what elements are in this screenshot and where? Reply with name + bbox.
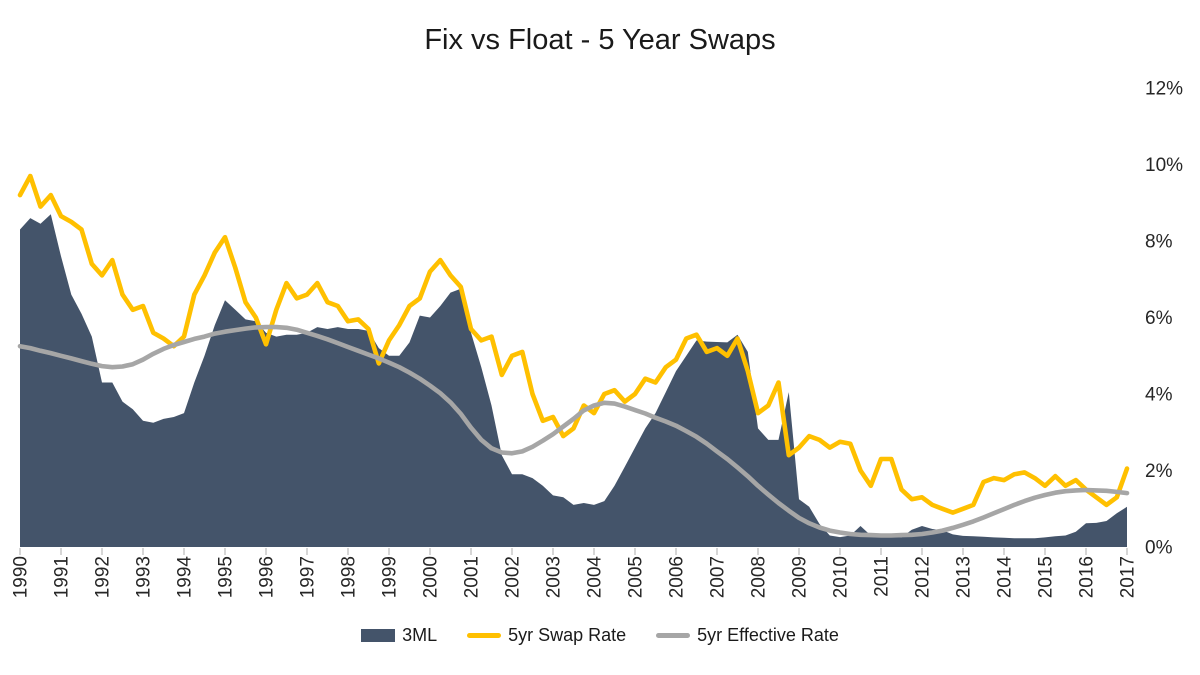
chart-title: Fix vs Float - 5 Year Swaps [424,24,776,56]
x-axis-labels: 1990 1991 1992 1993 1994 1995 1996 1997 1998 1999… [11,556,1139,599]
svg-text:2013: 2013 [954,556,975,598]
chart-legend: 3ML 5yr Swap Rate 5yr Effective Rate [0,625,1200,646]
line-series-5yr-effective-rate [17,324,1130,538]
svg-text:2012: 2012 [913,556,934,598]
svg-text:2015: 2015 [1036,556,1057,598]
svg-text:1994: 1994 [175,556,196,599]
area-series-3ml [20,214,1127,547]
svg-text:2010: 2010 [831,556,852,598]
svg-text:1991: 1991 [52,556,73,598]
svg-text:2000: 2000 [421,556,442,598]
svg-text:1997: 1997 [298,556,319,598]
svg-text:2002: 2002 [503,556,524,598]
svg-text:6%: 6% [1145,308,1173,329]
svg-text:1990: 1990 [11,556,32,598]
svg-text:2006: 2006 [667,556,688,598]
svg-text:1998: 1998 [339,556,360,598]
svg-text:2009: 2009 [790,556,811,598]
svg-text:2007: 2007 [708,556,729,598]
svg-text:2017: 2017 [1118,556,1139,598]
legend-label-3ml: 3ML [402,625,438,645]
svg-text:1995: 1995 [216,556,237,598]
svg-text:2004: 2004 [585,556,606,599]
legend-swatch-5yr-swap-rate [467,633,502,638]
legend-item-3ml: 3ML [361,625,437,646]
svg-text:10%: 10% [1145,155,1183,176]
svg-text:2%: 2% [1145,461,1173,482]
svg-text:8%: 8% [1145,232,1173,253]
y-axis-labels: 0% 2% 4% 6% 8% 10% 12% [1145,79,1183,559]
legend-swatch-3ml [361,629,396,642]
svg-text:2003: 2003 [544,556,565,598]
svg-text:2011: 2011 [872,556,893,597]
svg-text:0%: 0% [1145,538,1173,559]
svg-text:4%: 4% [1145,385,1173,406]
legend-label-5yr-effective-rate: 5yr Effective Rate [697,625,839,645]
legend-label-5yr-swap-rate: 5yr Swap Rate [508,625,627,645]
svg-text:1999: 1999 [380,556,401,598]
x-axis-ticks [19,548,1128,555]
svg-text:2014: 2014 [995,556,1016,599]
svg-text:1993: 1993 [134,556,155,598]
svg-text:2008: 2008 [749,556,770,598]
svg-text:2001: 2001 [462,556,483,598]
svg-text:12%: 12% [1145,79,1183,100]
svg-text:1996: 1996 [257,556,278,598]
svg-text:1992: 1992 [93,556,114,598]
legend-item-5yr-effective-rate: 5yr Effective Rate [656,625,839,646]
svg-text:2016: 2016 [1077,556,1098,598]
legend-swatch-5yr-effective-rate [656,633,691,638]
line-series-5yr-swap-rate [17,173,1130,515]
legend-item-5yr-swap-rate: 5yr Swap Rate [467,625,626,646]
svg-text:2005: 2005 [626,556,647,598]
